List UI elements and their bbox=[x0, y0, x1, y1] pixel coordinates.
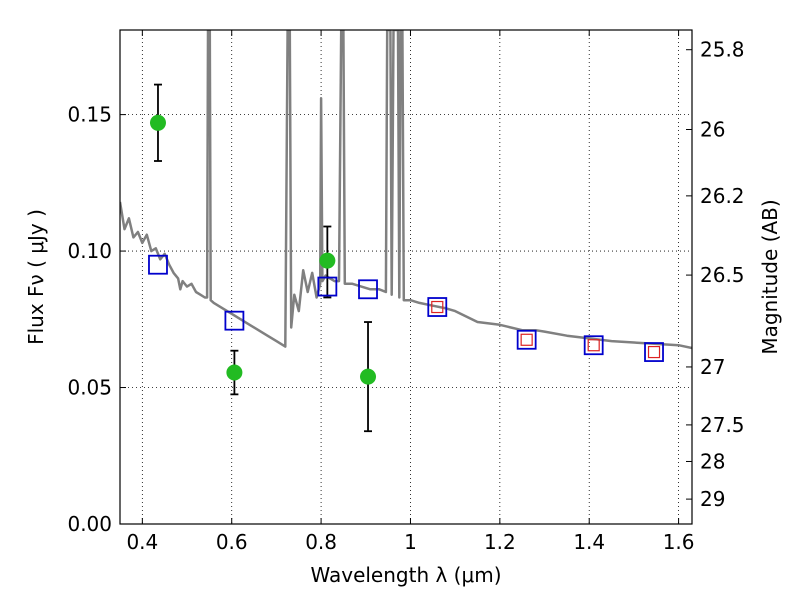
bandpass-square bbox=[516, 329, 537, 350]
x-axis-ticks: 0.4 0.6 0.8 1 1.2 1.4 1.6 bbox=[126, 30, 695, 554]
x-tick-label: 0.6 bbox=[216, 530, 248, 554]
bandpass-square-layer bbox=[148, 254, 664, 362]
y-tick-label: 0.10 bbox=[67, 239, 112, 263]
y-tick-label: 0.00 bbox=[67, 512, 112, 536]
bandpass-square bbox=[148, 254, 168, 275]
magnitude-tick-label: 26.2 bbox=[700, 184, 745, 208]
x-tick-label: 1.2 bbox=[484, 530, 516, 554]
y-tick-label: 0.15 bbox=[67, 103, 112, 127]
x-axis-label: Wavelength λ (μm) bbox=[310, 563, 501, 587]
observed-point bbox=[360, 368, 377, 385]
bandpass-square-inner bbox=[587, 339, 600, 352]
x-tick-label: 0.8 bbox=[305, 530, 337, 554]
x-tick-label: 1.4 bbox=[573, 530, 605, 554]
observed-point bbox=[226, 364, 243, 381]
bandpass-square bbox=[583, 335, 604, 356]
bandpass-square-inner bbox=[520, 333, 533, 346]
magnitude-tick-label: 26 bbox=[700, 117, 725, 141]
bandpass-square bbox=[427, 297, 448, 317]
magnitude-tick-label: 29 bbox=[700, 487, 725, 511]
magnitude-tick-label: 26.5 bbox=[700, 263, 745, 287]
y-tick-label: 0.05 bbox=[67, 376, 112, 400]
model-sed-line bbox=[120, 30, 692, 350]
bandpass-square bbox=[224, 310, 245, 331]
magnitude-tick-label: 28 bbox=[700, 449, 725, 473]
right-axis-label: Magnitude (AB) bbox=[758, 199, 782, 354]
magnitude-tick-label: 27.5 bbox=[700, 413, 745, 437]
magnitude-tick-label: 25.8 bbox=[700, 38, 745, 62]
x-tick-label: 1 bbox=[404, 530, 417, 554]
bandpass-square bbox=[317, 276, 338, 297]
bandpass-square-inner bbox=[431, 300, 444, 314]
observed-point bbox=[319, 252, 336, 269]
grid-lines bbox=[120, 30, 692, 524]
x-tick-label: 0.4 bbox=[126, 530, 158, 554]
bandpass-square bbox=[644, 342, 664, 362]
bandpass-square bbox=[358, 279, 378, 300]
magnitude-tick-label: 27 bbox=[700, 355, 725, 379]
model-sed-layer bbox=[120, 30, 692, 350]
bandpass-square-inner bbox=[647, 345, 661, 359]
magnitude-axis-ticks: 25.8 26 26.2 26.5 27 27.5 28 29 bbox=[686, 38, 745, 511]
x-tick-label: 1.6 bbox=[663, 530, 695, 554]
plot-frame bbox=[119, 29, 693, 525]
y-axis-label: Flux Fν ( μJy ) bbox=[24, 209, 48, 345]
observed-point bbox=[149, 114, 166, 131]
observed-point-layer bbox=[149, 114, 377, 385]
y-axis-ticks: 0.00 0.05 0.10 0.15 bbox=[67, 103, 126, 536]
